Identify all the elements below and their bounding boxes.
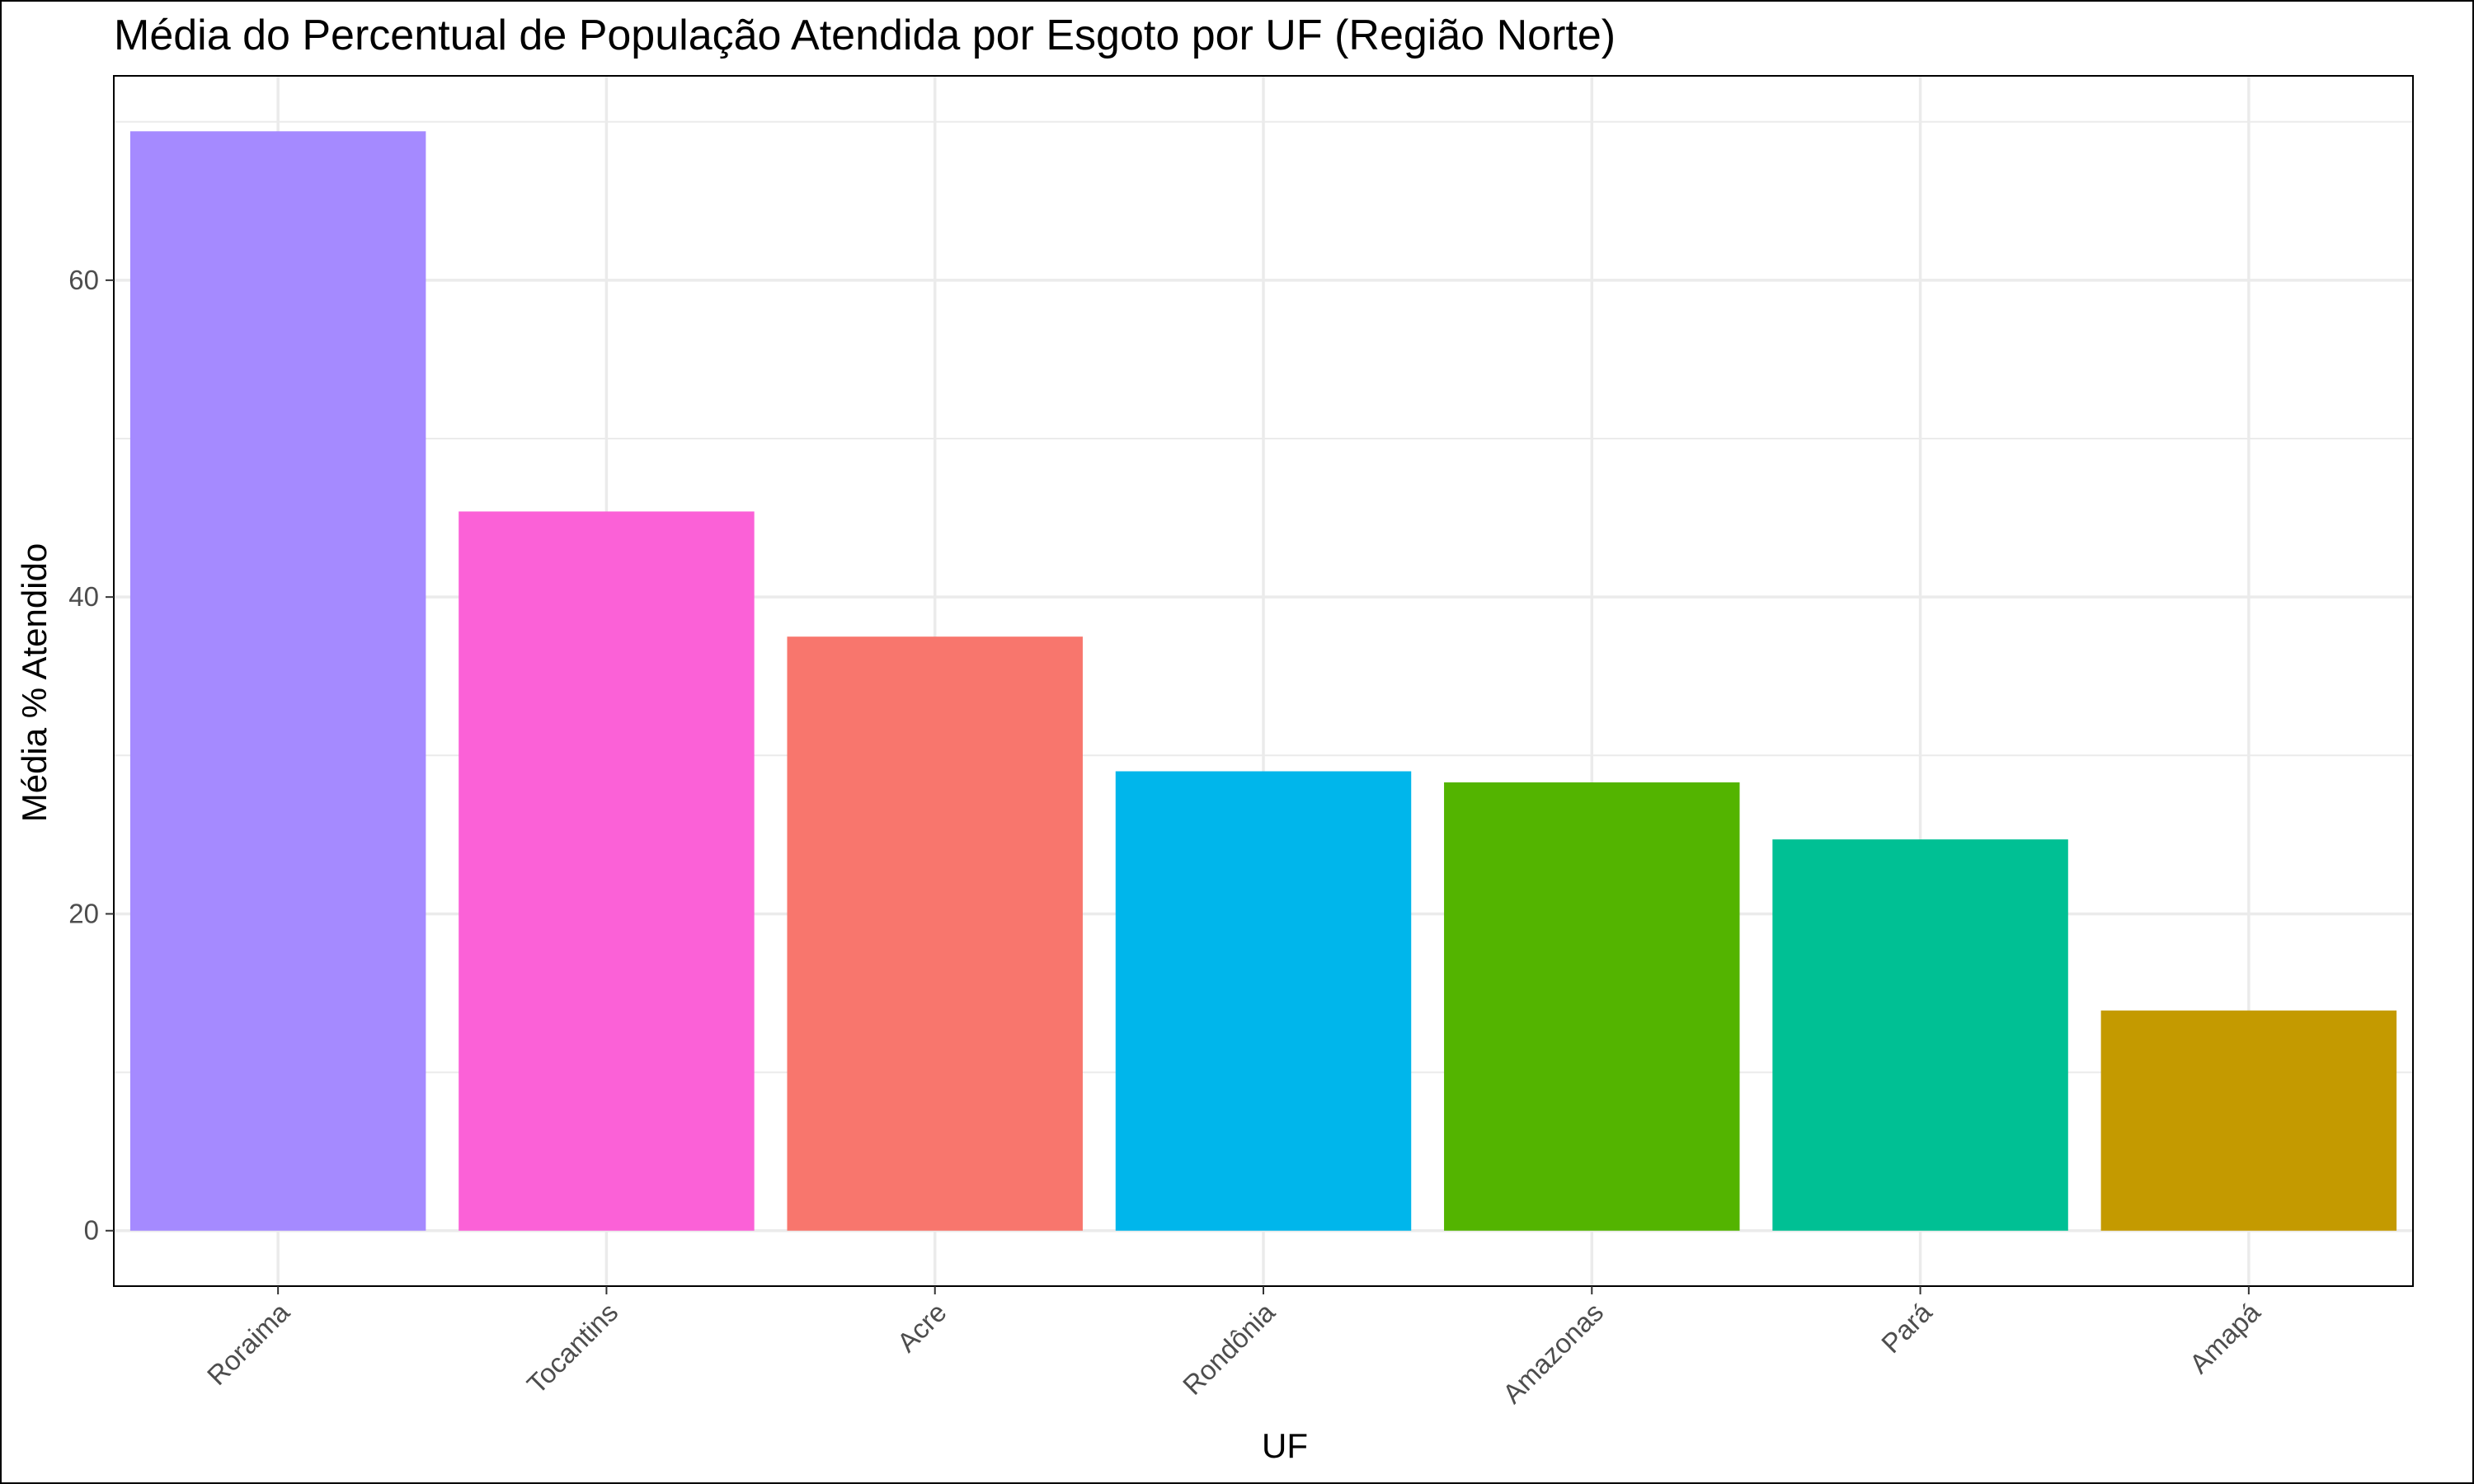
bar-roraima [129,131,426,1231]
x-tick-label: Pará [1875,1296,1938,1359]
x-tick-label: Roraima [201,1296,296,1391]
x-tick-label: Tocantins [521,1297,624,1400]
bar-tocantins [459,511,755,1231]
y-tick-label: 20 [68,898,99,928]
y-axis-title: Média % Atendido [15,543,54,823]
y-tick-label: 40 [68,581,99,612]
bar-rondônia [1115,771,1412,1231]
bar-amazonas [1444,782,1740,1231]
bars [129,131,2397,1231]
x-tick-label: Acre [891,1297,952,1358]
y-axis: 0 20 40 60 [68,265,114,1246]
y-tick-label: 0 [84,1215,99,1246]
y-tick-label: 60 [68,265,99,295]
x-tick-label: Amazonas [1497,1297,1609,1409]
x-axis: Roraima Tocantins Acre Rondônia Amazonas Pará… [201,1286,2267,1409]
chart-title: Média do Percentual de População Atendid… [114,12,1616,59]
bar-acre [787,636,1083,1231]
bar-amapá [2100,1010,2397,1231]
x-axis-title: UF [1262,1426,1308,1465]
bar-pará [1772,839,2068,1231]
x-tick-label: Rondônia [1177,1296,1282,1401]
x-tick-label: Amapá [2184,1296,2267,1379]
